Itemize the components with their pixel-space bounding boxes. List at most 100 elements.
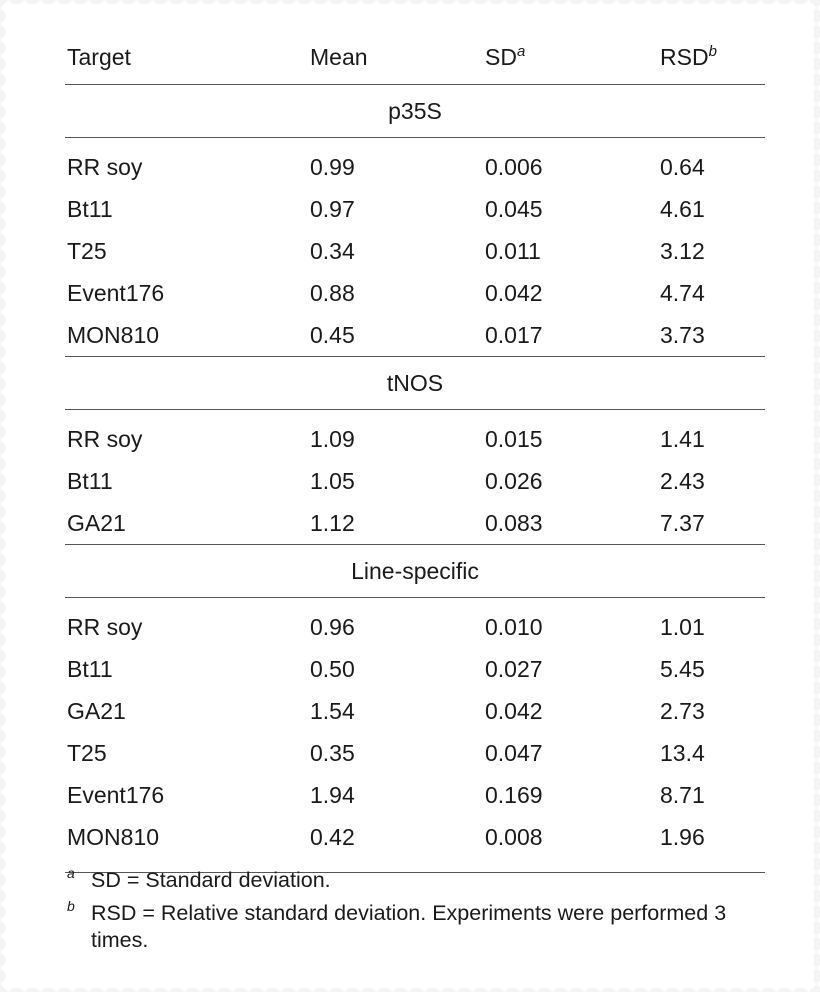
section-title-row: tNOS: [65, 357, 765, 409]
table-row: GA21 1.54 0.042 2.73: [65, 690, 765, 732]
cell-mean: 0.96: [310, 614, 355, 640]
spacer: [65, 138, 765, 146]
footnote-marker-b: b: [708, 43, 717, 60]
table-row: RR soy 0.99 0.006 0.64: [65, 146, 765, 188]
section-header-rule: [65, 597, 765, 598]
column-header-mean: Mean: [310, 44, 368, 70]
cell-mean: 0.45: [310, 322, 355, 348]
cell-rsd: 8.71: [660, 782, 705, 808]
footnote-text: RSD = Relative standard deviation. Exper…: [91, 901, 727, 952]
table-row: T25 0.35 0.047 13.4: [65, 732, 765, 774]
column-header-rsd-label: RSD: [660, 44, 709, 70]
cell-sd: 0.008: [485, 824, 543, 850]
cell-sd: 0.045: [485, 196, 543, 222]
cell-mean: 1.94: [310, 782, 355, 808]
table-row: RR soy 1.09 0.015 1.41: [65, 418, 765, 460]
section-header-rule: [65, 137, 765, 138]
cell-target: GA21: [67, 698, 126, 724]
section-top-rule: [65, 544, 765, 545]
section-title: Line-specific: [351, 558, 479, 584]
cell-sd: 0.047: [485, 740, 543, 766]
cell-rsd: 2.73: [660, 698, 705, 724]
cell-sd: 0.027: [485, 656, 543, 682]
cell-mean: 0.42: [310, 824, 355, 850]
footnote-mark: b: [67, 898, 75, 914]
table-row: MON810 0.42 0.008 1.96: [65, 816, 765, 858]
cell-mean: 1.05: [310, 468, 355, 494]
section-title: tNOS: [386, 370, 444, 396]
cell-rsd: 1.96: [660, 824, 705, 850]
table-row: Bt11 1.05 0.026 2.43: [65, 460, 765, 502]
results-table: Target Mean SDa RSDb p35S RR soy 0.99 0.006…: [65, 28, 765, 873]
cell-mean: 0.34: [310, 238, 355, 264]
column-header-sd-label: SD: [485, 44, 517, 70]
cell-sd: 0.017: [485, 322, 543, 348]
cell-mean: 1.09: [310, 426, 355, 452]
section-header-rule: [65, 409, 765, 410]
cell-target: T25: [67, 238, 107, 264]
table-row: T25 0.34 0.011 3.12: [65, 230, 765, 272]
section-title-row: Line-specific: [65, 545, 765, 597]
cell-rsd: 13.4: [660, 740, 705, 766]
cell-rsd: 4.74: [660, 280, 705, 306]
cell-sd: 0.011: [485, 238, 541, 264]
cell-mean: 0.35: [310, 740, 355, 766]
table-row: Bt11 0.50 0.027 5.45: [65, 648, 765, 690]
section-title: p35S: [388, 98, 442, 124]
cell-sd: 0.042: [485, 280, 543, 306]
cell-rsd: 5.45: [660, 656, 705, 682]
cell-mean: 0.88: [310, 280, 355, 306]
column-header-target: Target: [67, 44, 131, 70]
section-top-rule: [65, 84, 765, 85]
cell-mean: 0.50: [310, 656, 355, 682]
cell-target: RR soy: [67, 154, 143, 180]
footnote-marker-a: a: [516, 43, 526, 60]
cell-target: Bt11: [67, 196, 113, 222]
cell-target: Event176: [67, 782, 165, 808]
table-row: Bt11 0.97 0.045 4.61: [65, 188, 765, 230]
cell-rsd: 3.12: [660, 238, 705, 264]
footnote: a SD = Standard deviation.: [65, 865, 775, 894]
cell-mean: 1.12: [310, 510, 355, 536]
cell-sd: 0.083: [485, 510, 543, 536]
table-bottom-rule: [65, 872, 765, 873]
cell-sd: 0.169: [485, 782, 543, 808]
footnote-text: SD = Standard deviation.: [91, 868, 331, 892]
cell-sd: 0.010: [485, 614, 543, 640]
section-title-row: p35S: [65, 85, 765, 137]
cell-sd: 0.015: [485, 426, 543, 452]
cell-rsd: 1.01: [660, 614, 705, 640]
cell-sd: 0.006: [485, 154, 543, 180]
cell-target: RR soy: [67, 426, 143, 452]
cell-mean: 1.54: [310, 698, 355, 724]
cell-rsd: 0.64: [660, 154, 705, 180]
cell-target: Bt11: [67, 656, 113, 682]
cell-mean: 0.99: [310, 154, 355, 180]
table-row: Event176 0.88 0.042 4.74: [65, 272, 765, 314]
footnote: b RSD = Relative standard deviation. Expe…: [65, 898, 775, 954]
cell-target: MON810: [67, 322, 160, 348]
cell-target: Event176: [67, 280, 165, 306]
spacer: [65, 410, 765, 418]
table-header-row: Target Mean SDa RSDb: [65, 28, 765, 84]
cell-rsd: 4.61: [660, 196, 705, 222]
cell-rsd: 2.43: [660, 468, 705, 494]
footnotes: a SD = Standard deviation. b RSD = Relative…: [65, 865, 775, 960]
table-row: RR soy 0.96 0.010 1.01: [65, 606, 765, 648]
cell-rsd: 3.73: [660, 322, 705, 348]
cell-rsd: 1.41: [660, 426, 705, 452]
cell-target: MON810: [67, 824, 160, 850]
cell-target: T25: [67, 740, 107, 766]
spacer: [65, 598, 765, 606]
footnote-mark: a: [67, 865, 75, 881]
cell-sd: 0.026: [485, 468, 543, 494]
table-body: p35S RR soy 0.99 0.006 0.64 Bt11 0.97 0.045 4.61…: [65, 84, 765, 872]
cell-target: RR soy: [67, 614, 143, 640]
cell-mean: 0.97: [310, 196, 355, 222]
table-row: Event176 1.94 0.169 8.71: [65, 774, 765, 816]
section-top-rule: [65, 356, 765, 357]
cell-rsd: 7.37: [660, 510, 705, 536]
page: Target Mean SDa RSDb p35S RR soy 0.99 0.006…: [6, 4, 814, 988]
cell-sd: 0.042: [485, 698, 543, 724]
table-row: MON810 0.45 0.017 3.73: [65, 314, 765, 356]
